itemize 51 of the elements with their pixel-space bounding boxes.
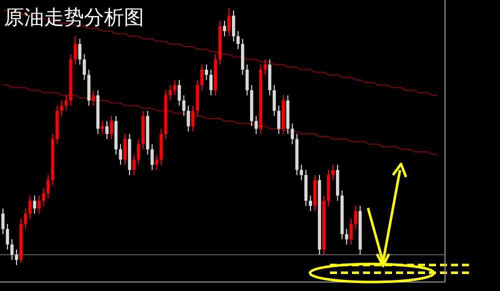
candlestick <box>28 195 32 220</box>
candlestick <box>92 90 95 106</box>
candlestick <box>105 120 109 140</box>
candlestick <box>10 238 14 260</box>
candlestick <box>254 115 258 134</box>
candlestick <box>155 154 158 170</box>
candlestick <box>137 138 140 166</box>
candlestick <box>78 38 82 66</box>
candlestick <box>14 249 18 266</box>
candlestick <box>182 94 186 116</box>
candlestick <box>227 8 231 37</box>
candlestick <box>236 30 240 50</box>
candlestick <box>1 208 5 235</box>
candlestick <box>168 84 172 102</box>
candlestick <box>204 64 208 80</box>
candlestick <box>150 144 154 170</box>
candlestick <box>264 58 267 76</box>
candlestick <box>350 218 353 245</box>
candlestick <box>33 195 36 214</box>
candlestick <box>38 195 41 214</box>
candlestick <box>186 105 190 132</box>
candlestick <box>354 205 358 230</box>
candlestick <box>178 79 181 106</box>
candlestick <box>308 195 312 212</box>
candlestick <box>6 223 10 250</box>
chart-title: 原油走势分析图 <box>4 5 144 29</box>
candlestick <box>345 228 348 245</box>
candlestick <box>331 164 335 181</box>
candlestick <box>132 154 136 176</box>
candlestick <box>100 120 104 134</box>
candlestick <box>191 105 194 132</box>
candlestick <box>209 69 213 96</box>
candlestick <box>74 36 77 66</box>
candlestick <box>277 105 280 134</box>
candlestick <box>290 123 294 145</box>
candlestick <box>222 20 226 37</box>
candlestick <box>110 115 114 140</box>
candlestick <box>118 144 122 166</box>
candlestick <box>200 64 204 91</box>
candlestick <box>272 84 276 116</box>
candlestick <box>123 133 127 166</box>
candlestick <box>24 208 28 230</box>
candlestick <box>60 100 64 116</box>
candlestick <box>232 10 236 42</box>
candlestick <box>42 187 46 206</box>
candlestick <box>82 54 86 80</box>
candlestick <box>173 79 176 96</box>
candlestick <box>46 174 50 199</box>
candlestick <box>300 164 303 181</box>
candlestick <box>246 64 249 96</box>
candlestick <box>64 94 68 112</box>
